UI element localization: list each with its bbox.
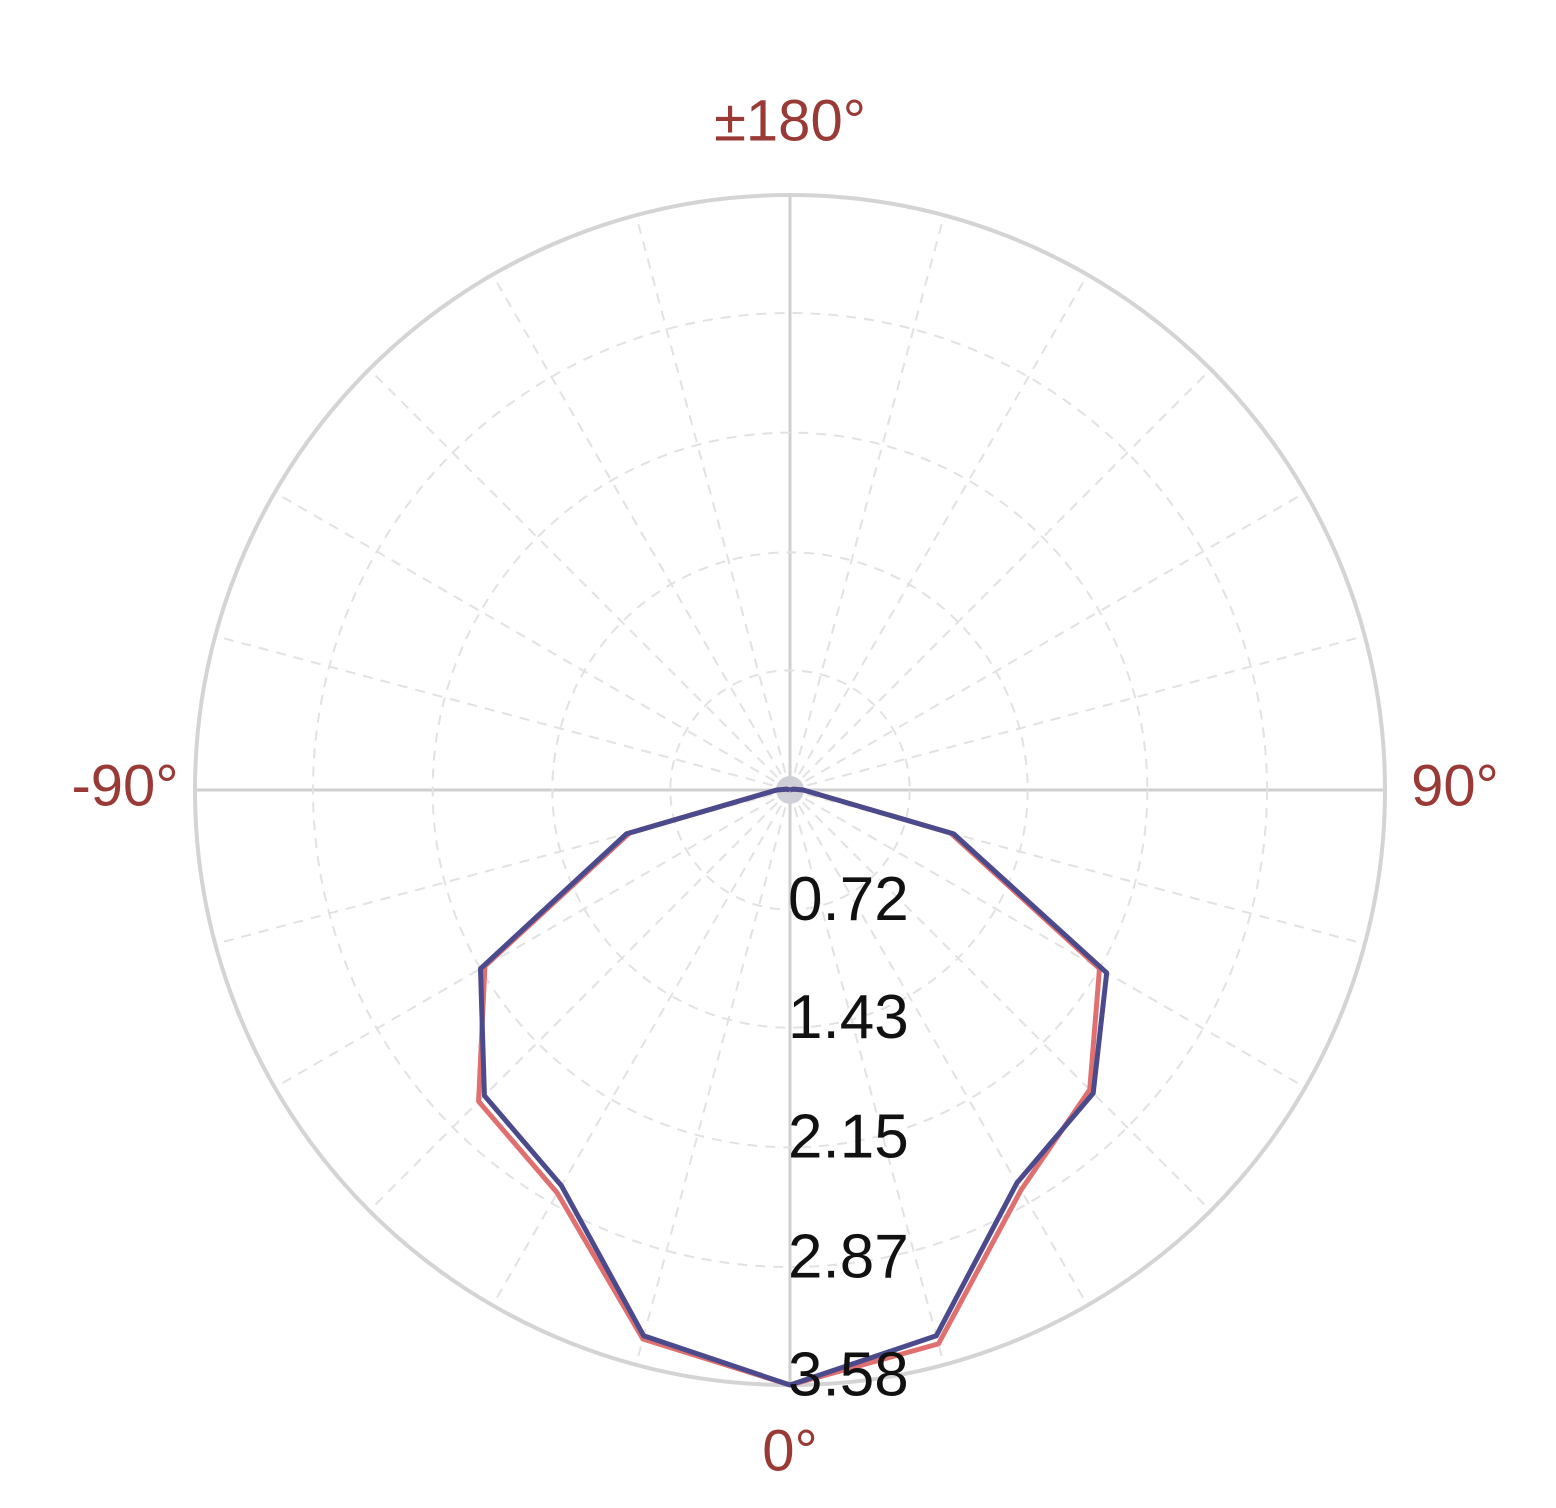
- spoke: [635, 215, 791, 791]
- spoke: [215, 635, 791, 791]
- spoke: [789, 789, 1212, 1212]
- r-tick-label: 2.87: [788, 1222, 909, 1291]
- spoke: [789, 789, 1089, 1306]
- series-line: [478, 786, 1110, 1388]
- spoke: [789, 368, 1212, 791]
- grid-circle: [431, 431, 1149, 1149]
- spoke: [368, 368, 791, 791]
- spoke: [789, 274, 1089, 791]
- grid-circle: [669, 669, 911, 911]
- theta-tick-label: 90°: [1411, 753, 1499, 818]
- r-tick-label: 2.15: [788, 1103, 909, 1172]
- r-tick-label: 3.58: [788, 1340, 909, 1409]
- grid-circle: [312, 312, 1268, 1268]
- theta-tick-label: ±180°: [714, 88, 866, 153]
- theta-tick-label: 0°: [762, 1418, 817, 1483]
- r-tick-label: 1.43: [788, 983, 909, 1052]
- spoke: [789, 789, 1306, 1089]
- spoke: [491, 789, 791, 1306]
- spoke: [274, 789, 791, 1089]
- spoke: [274, 491, 791, 791]
- spoke: [368, 789, 791, 1212]
- spoke: [491, 274, 791, 791]
- spoke: [635, 789, 791, 1365]
- spoke: [789, 635, 1365, 791]
- theta-tick-label: -90°: [71, 753, 178, 818]
- r-tick-label: 0.72: [788, 865, 909, 934]
- spoke: [789, 789, 945, 1365]
- grid-circle: [551, 551, 1029, 1029]
- spoke: [789, 491, 1306, 791]
- spoke: [789, 215, 945, 791]
